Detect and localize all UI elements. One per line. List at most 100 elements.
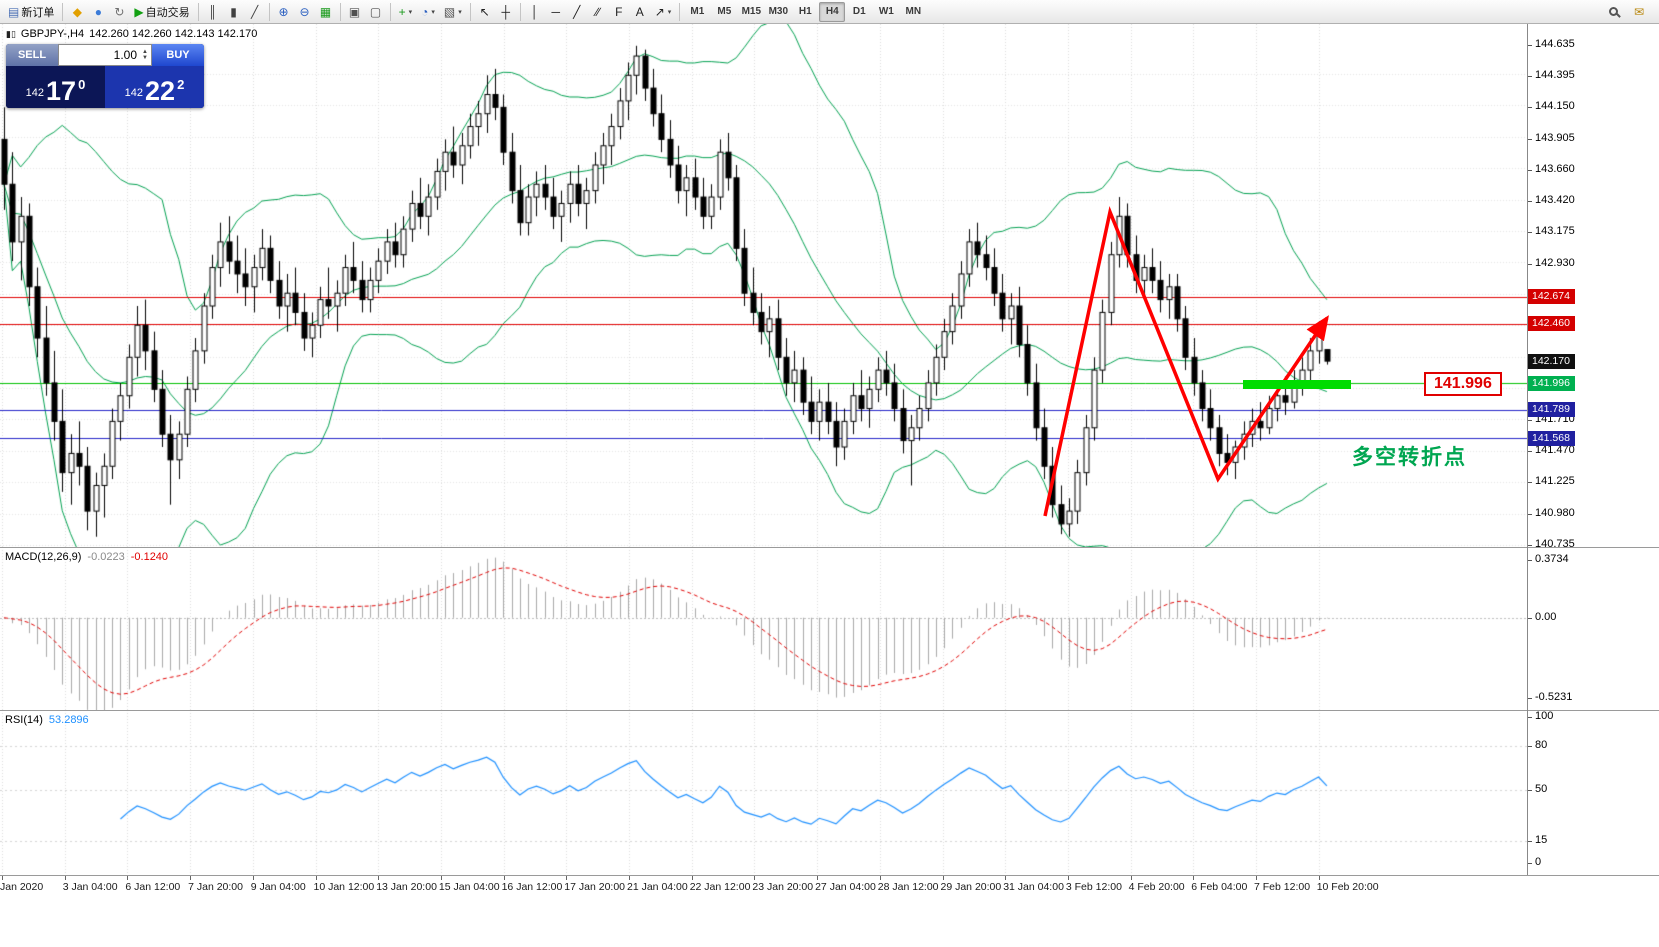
zoom-out-icon[interactable]: ⊖ xyxy=(295,2,315,22)
timeframe-w1-button[interactable]: W1 xyxy=(873,2,899,22)
sell-button[interactable]: SELL xyxy=(6,44,58,66)
macd-panel-divider[interactable] xyxy=(0,547,1659,548)
cursor-icon[interactable]: ↖ xyxy=(475,2,495,22)
community-icon[interactable]: ● xyxy=(88,2,108,22)
time-axis-label: 22 Jan 12:00 xyxy=(689,881,751,893)
text-icon[interactable]: A xyxy=(630,2,650,22)
volume-down-button[interactable]: ▼ xyxy=(142,55,148,61)
turning-point-annotation[interactable]: 多空转折点 xyxy=(1352,446,1467,469)
price-axis-label: 141.225 xyxy=(1528,475,1575,487)
zoom-in-icon[interactable]: ⊕ xyxy=(274,2,294,22)
timeframe-mn-button[interactable]: MN xyxy=(900,2,926,22)
time-axis-label: 7 Jan 20:00 xyxy=(188,881,243,893)
cascade-windows-icon[interactable]: ▢ xyxy=(366,2,386,22)
rsi-panel-divider[interactable] xyxy=(0,710,1659,711)
template-icon[interactable]: ▧ ▾ xyxy=(440,2,466,22)
timeframe-h1-button[interactable]: H1 xyxy=(792,2,818,22)
volume-up-button[interactable]: ▲ xyxy=(142,49,148,55)
time-axis-label: 3 Feb 12:00 xyxy=(1065,881,1122,893)
time-axis-tick xyxy=(1256,876,1257,880)
time-axis-tick xyxy=(190,876,191,880)
time-axis-tick xyxy=(504,876,505,880)
horizontal-line-icon[interactable]: ─ xyxy=(546,2,566,22)
time-axis-label: 9 Jan 04:00 xyxy=(250,881,306,893)
volume-input[interactable]: 1.00 ▲ ▼ xyxy=(58,44,152,66)
price-axis-label: 143.905 xyxy=(1528,132,1575,144)
time-axis: Jan 2020 3 Jan 04:00 6 Jan 12:00 7 Jan 20:0… xyxy=(0,875,1659,899)
price-level-label[interactable]: 141.996 xyxy=(1424,372,1502,396)
time-axis-tick xyxy=(316,876,317,880)
crosshair-icon[interactable]: ┼ xyxy=(496,2,516,22)
channel-icon[interactable]: ∕∕ xyxy=(588,2,608,22)
time-axis-tick xyxy=(378,876,379,880)
time-axis-tick xyxy=(566,876,567,880)
time-axis-tick xyxy=(692,876,693,880)
timeframe-d1-button[interactable]: D1 xyxy=(846,2,872,22)
timeframe-m15-button[interactable]: M15 xyxy=(738,2,764,22)
time-axis-label: 21 Jan 04:00 xyxy=(627,881,688,893)
auto-trading-button[interactable]: ▶ 自动交易 xyxy=(130,2,193,22)
price-axis-label: 143.660 xyxy=(1528,163,1575,175)
arrows-icon[interactable]: ↗ ▾ xyxy=(651,2,676,22)
time-axis-tick xyxy=(127,876,128,880)
price-axis-label: 140.980 xyxy=(1528,507,1575,519)
symbol-cycle-icon[interactable]: ◔ ▾ xyxy=(417,2,439,22)
trendline-icon[interactable]: ╱ xyxy=(567,2,587,22)
toolbar-separator xyxy=(469,2,471,21)
timeframe-m5-button[interactable]: M5 xyxy=(711,2,737,22)
tile-windows-icon[interactable]: ▣ xyxy=(345,2,365,22)
ask-price[interactable]: 142 22 2 xyxy=(105,66,204,108)
time-axis-tick xyxy=(2,876,3,880)
price-axis-label: 142.930 xyxy=(1528,257,1575,269)
time-axis-label: 28 Jan 12:00 xyxy=(877,881,939,893)
macd-axis-label: 0.00 xyxy=(1528,611,1556,623)
toolbar-separator xyxy=(268,2,270,21)
fibonacci-icon[interactable]: F xyxy=(609,2,629,22)
time-axis-label: 17 Jan 20:00 xyxy=(564,881,626,893)
help-icon[interactable]: ↻ xyxy=(109,2,129,22)
support-price-badge-2: 141.789 xyxy=(1528,402,1575,418)
time-axis-label: 23 Jan 20:00 xyxy=(752,881,814,893)
price-chart-canvas[interactable] xyxy=(0,24,1527,547)
price-axis-label: 144.635 xyxy=(1528,38,1575,50)
symbol-chart-icon: ▮▯ xyxy=(6,28,16,39)
chart-wizard-icon[interactable]: ◆ xyxy=(67,2,87,22)
time-axis-tick xyxy=(1193,876,1194,880)
vertical-line-icon[interactable]: │ xyxy=(525,2,545,22)
timeframe-h4-button[interactable]: H4 xyxy=(819,1,846,22)
time-axis-tick xyxy=(880,876,881,880)
toolbar-separator xyxy=(679,2,681,21)
rsi-panel-canvas[interactable] xyxy=(0,710,1527,875)
chart-window: ▮▯ GBPJPY-,H4 142.260 142.260 142.143 14… xyxy=(0,24,1659,947)
search-icon xyxy=(1608,7,1618,16)
messages-icon[interactable]: ✉ xyxy=(1629,2,1649,22)
line-chart-icon[interactable]: ╱ xyxy=(245,2,265,22)
time-axis-tick xyxy=(629,876,630,880)
price-axis: 144.635 144.395 144.150 143.905 143.660 143.4… xyxy=(1527,24,1659,875)
price-axis-label: 144.150 xyxy=(1528,100,1575,112)
time-axis-tick xyxy=(1319,876,1320,880)
support-zone-bar[interactable] xyxy=(1243,380,1351,389)
time-axis-label: 15 Jan 04:00 xyxy=(438,881,500,893)
new-order-button[interactable]: ▤ 新订单 xyxy=(4,2,58,22)
bid-price[interactable]: 142 17 0 xyxy=(6,66,105,108)
one-click-trading-panel: SELL 1.00 ▲ ▼ BUY 142 17 0 142 xyxy=(6,44,204,108)
dropdown-caret-icon: ▾ xyxy=(667,8,672,16)
macd-axis-label: 0.3734 xyxy=(1528,553,1569,565)
time-axis-label: 31 Jan 04:00 xyxy=(1003,881,1064,893)
bar-chart-icon[interactable]: ║ xyxy=(203,2,223,22)
time-axis-tick xyxy=(1068,876,1069,880)
timeframe-m1-button[interactable]: M1 xyxy=(684,2,710,22)
grid-icon[interactable]: ▦ xyxy=(316,2,336,22)
dropdown-caret-icon: ▾ xyxy=(431,8,435,16)
buy-button[interactable]: BUY xyxy=(152,44,204,66)
search-icon[interactable] xyxy=(1603,2,1623,22)
new-chart-icon[interactable]: + ▾ xyxy=(395,2,417,22)
toolbar-separator xyxy=(197,2,199,21)
current-price-badge: 142.170 xyxy=(1528,353,1575,369)
timeframe-m30-button[interactable]: M30 xyxy=(765,2,791,22)
candlestick-icon[interactable]: ▮ xyxy=(224,2,244,22)
macd-panel-canvas[interactable] xyxy=(0,547,1527,710)
price-axis-label: 141.470 xyxy=(1528,444,1575,456)
macd-axis-label: -0.5231 xyxy=(1528,691,1572,703)
